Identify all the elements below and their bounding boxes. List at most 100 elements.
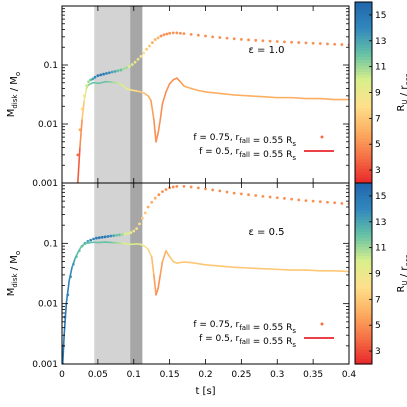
series-line-segment — [157, 118, 162, 134]
series-line-segment — [262, 95, 279, 99]
y-tick-label: 0.001 — [32, 179, 58, 189]
colorbar-segment — [355, 50, 372, 54]
data-point — [196, 186, 200, 190]
data-point — [157, 193, 161, 197]
data-point — [196, 33, 200, 37]
colorbar-tick-label: 3 — [375, 347, 381, 357]
colorbar-segment — [355, 146, 372, 151]
data-point — [211, 35, 215, 39]
data-point — [92, 237, 95, 241]
data-point — [96, 74, 100, 78]
colorbar-segment — [355, 240, 372, 244]
colorbar-segment — [355, 324, 372, 329]
colorbar-segment — [355, 243, 372, 247]
series-line-segment — [159, 102, 164, 121]
colorbar-segment — [355, 17, 372, 21]
data-point — [107, 71, 111, 75]
series-line-segment — [153, 118, 157, 143]
data-point — [239, 37, 243, 41]
data-point — [113, 69, 117, 73]
data-point — [120, 233, 124, 236]
x-tick-label: 0 — [59, 370, 65, 380]
colorbar-segment — [355, 80, 372, 85]
colorbar-segment — [355, 20, 372, 24]
colorbar-segment — [355, 342, 372, 347]
colorbar-tick-label: 13 — [375, 218, 386, 228]
colorbar-segment — [355, 318, 372, 323]
colorbar-segment — [355, 8, 372, 12]
colorbar-segment — [355, 300, 372, 305]
data-point — [145, 47, 149, 51]
colorbar-segment — [355, 65, 372, 69]
colorbar-segment — [355, 333, 372, 338]
colorbar-segment — [355, 258, 372, 263]
data-point — [247, 193, 250, 197]
colorbar-segment — [355, 282, 372, 287]
data-point — [175, 184, 179, 188]
epsilon-annotation: ε = 0.5 — [248, 227, 284, 238]
colorbar-tick-label: 5 — [375, 140, 381, 150]
data-point — [138, 222, 141, 226]
colorbar-segment — [355, 219, 372, 223]
series-line-segment — [79, 118, 83, 149]
data-point — [268, 195, 272, 199]
series-line-segment — [197, 89, 207, 93]
data-point — [290, 197, 293, 201]
colorbar-segment — [355, 222, 372, 226]
data-point — [268, 39, 272, 43]
colorbar-segment — [355, 216, 372, 220]
data-point — [91, 77, 95, 81]
data-point — [133, 60, 137, 64]
data-point — [151, 41, 154, 44]
colorbar-top: 3 5 7 9 11 13 15 RU / racc — [354, 1, 407, 184]
colorbar-segment — [355, 122, 372, 127]
series-line-segment — [159, 260, 164, 276]
colorbar-segment — [355, 336, 372, 341]
data-point — [142, 51, 146, 55]
colorbar-segment — [355, 149, 372, 154]
series-line-segment — [161, 250, 167, 263]
data-point — [103, 235, 107, 239]
colorbar-segment — [355, 26, 372, 30]
colorbar-segment — [355, 113, 372, 118]
data-point — [97, 236, 101, 240]
x-tick-label: 0.05 — [88, 370, 108, 380]
series-line-segment — [176, 77, 182, 83]
data-point — [162, 33, 166, 37]
series-line-segment — [247, 95, 264, 98]
data-point — [326, 42, 329, 46]
colorbar-segment — [355, 270, 372, 275]
colorbar-segment — [355, 116, 372, 121]
colorbar-segment — [355, 11, 372, 15]
data-point — [204, 34, 207, 38]
colorbar-tick-label: 15 — [375, 11, 386, 21]
data-point — [102, 72, 106, 76]
colorbar-segment — [355, 255, 372, 260]
series-line-segment — [190, 261, 200, 265]
colorbar-segment — [355, 339, 372, 344]
data-point — [86, 239, 90, 243]
data-point — [143, 211, 147, 215]
series-line-segment — [153, 274, 157, 296]
legend-label: f = 0.75, rfall = 0.55 Rs — [193, 133, 296, 148]
colorbar-segment — [355, 264, 372, 269]
colorbar-segment — [355, 312, 372, 317]
colorbar-tick-label: 7 — [375, 114, 381, 124]
colorbar-segment — [355, 291, 372, 296]
data-point — [95, 236, 98, 240]
colorbar-segment — [355, 47, 372, 51]
colorbar-segment — [355, 213, 372, 217]
data-point — [189, 185, 193, 189]
colorbar-segment — [355, 186, 372, 190]
legend-marker — [320, 322, 324, 326]
series-line-segment — [155, 287, 159, 296]
series-line-segment — [165, 250, 171, 258]
data-point — [261, 194, 265, 198]
colorbar-segment — [355, 83, 372, 88]
colorbar-segment — [355, 131, 372, 136]
colorbar-tick-label: 9 — [375, 270, 381, 280]
x-tick-label: 0.1 — [127, 370, 141, 380]
series-line-segment — [319, 97, 336, 101]
data-point — [116, 69, 120, 73]
series-line-segment — [168, 255, 175, 263]
